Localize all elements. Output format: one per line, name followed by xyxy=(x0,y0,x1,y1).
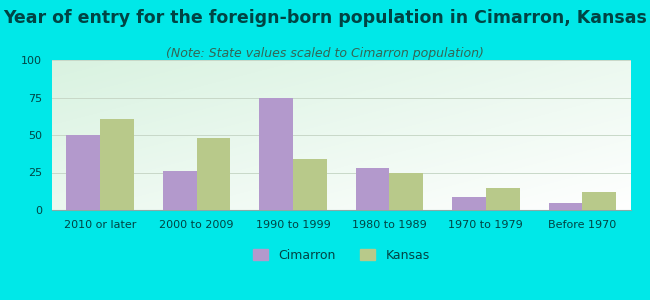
Bar xyxy=(293,159,327,210)
Bar xyxy=(549,202,582,210)
Bar xyxy=(582,192,616,210)
Bar xyxy=(163,171,196,210)
Bar xyxy=(389,172,423,210)
Text: (Note: State values scaled to Cimarron population): (Note: State values scaled to Cimarron p… xyxy=(166,46,484,59)
Bar xyxy=(196,138,230,210)
Bar xyxy=(100,118,134,210)
Bar xyxy=(259,98,293,210)
Bar xyxy=(66,135,100,210)
Legend: Cimarron, Kansas: Cimarron, Kansas xyxy=(248,244,435,267)
Bar xyxy=(452,196,486,210)
Bar xyxy=(356,168,389,210)
Bar xyxy=(486,188,519,210)
Text: Year of entry for the foreign-born population in Cimarron, Kansas: Year of entry for the foreign-born popul… xyxy=(3,9,647,27)
